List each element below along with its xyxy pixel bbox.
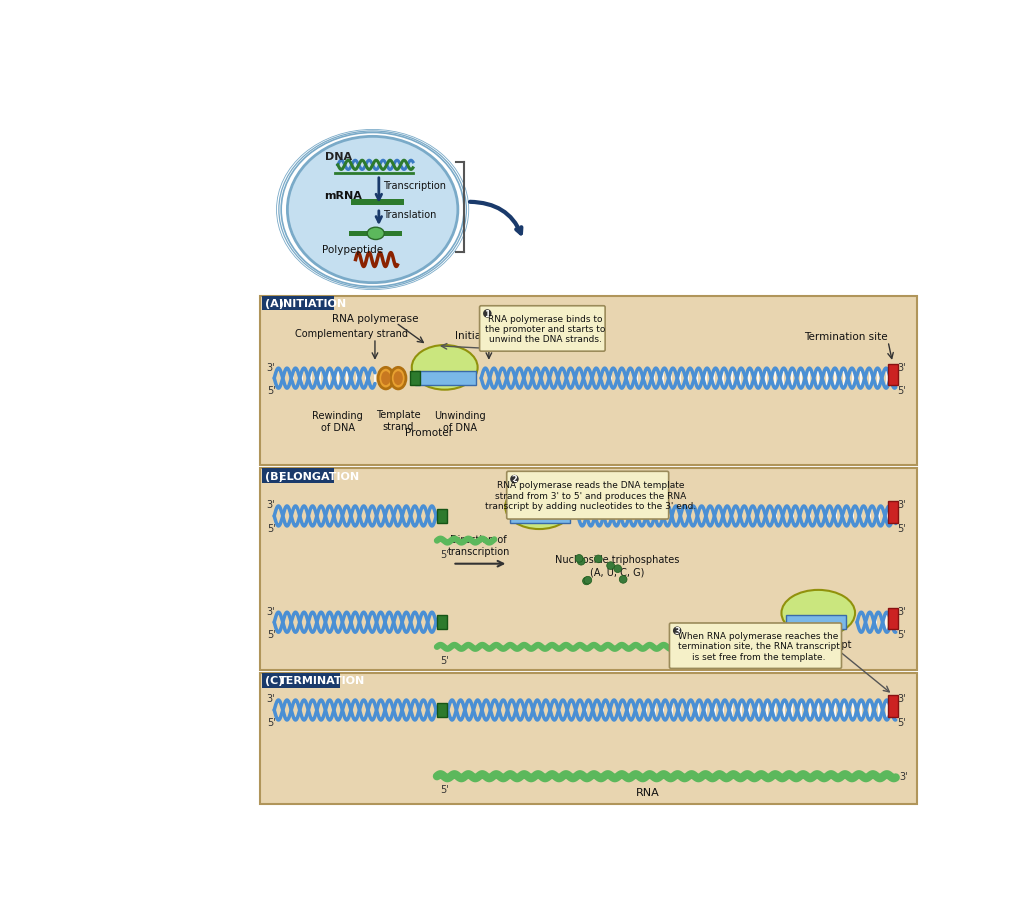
Bar <box>260 469 917 670</box>
Text: Transcription: Transcription <box>383 181 446 191</box>
Text: 3': 3' <box>562 479 571 489</box>
Text: RNA polymerase reads the DNA template
strand from 3' to 5' and produces the RNA
: RNA polymerase reads the DNA template st… <box>485 481 696 511</box>
Bar <box>260 297 917 466</box>
Circle shape <box>578 558 585 565</box>
Text: 5': 5' <box>897 385 907 395</box>
Text: Unwinding
of DNA: Unwinding of DNA <box>435 411 486 433</box>
Text: Nucleoside triphosphates
(A, U, C, G): Nucleoside triphosphates (A, U, C, G) <box>554 555 678 576</box>
Ellipse shape <box>381 372 391 386</box>
Text: mRNA: mRNA <box>325 191 363 200</box>
Ellipse shape <box>412 346 478 391</box>
Bar <box>888 502 898 523</box>
Text: Rewinding
of DNA: Rewinding of DNA <box>313 411 363 433</box>
Bar <box>888 364 898 386</box>
Ellipse shape <box>394 372 403 386</box>
Text: INITIATION: INITIATION <box>279 299 346 309</box>
Text: 5': 5' <box>897 630 907 639</box>
Bar <box>350 232 402 237</box>
Ellipse shape <box>367 228 384 240</box>
Text: RNA polymerase binds to
the promoter and starts to
unwind the DNA strands.: RNA polymerase binds to the promoter and… <box>485 314 605 344</box>
Circle shape <box>607 562 615 570</box>
Text: RNA transcript: RNA transcript <box>779 639 851 649</box>
Bar <box>260 674 917 804</box>
Circle shape <box>619 576 627 584</box>
Text: (C): (C) <box>265 675 284 686</box>
Text: Promoter: Promoter <box>405 428 453 438</box>
Text: 3': 3' <box>267 500 276 510</box>
Bar <box>437 616 447 630</box>
Circle shape <box>584 577 592 584</box>
Text: TERMINATION: TERMINATION <box>279 675 365 686</box>
Text: Direction of
transcription: Direction of transcription <box>447 535 510 556</box>
Text: 3': 3' <box>897 606 907 616</box>
Circle shape <box>483 310 491 318</box>
Text: Initiation site: Initiation site <box>454 330 523 340</box>
Text: 3': 3' <box>897 362 907 372</box>
Bar <box>437 509 447 523</box>
Bar <box>888 696 898 717</box>
Text: (B): (B) <box>265 471 284 481</box>
Text: 5': 5' <box>266 523 276 533</box>
Bar <box>415 372 476 386</box>
Text: Termination site: Termination site <box>804 332 888 342</box>
Text: 2: 2 <box>512 475 517 484</box>
Bar <box>351 199 404 206</box>
Text: 3': 3' <box>267 362 276 372</box>
Circle shape <box>576 555 583 562</box>
Circle shape <box>614 565 622 573</box>
Text: Translation: Translation <box>383 210 437 220</box>
Ellipse shape <box>781 590 855 636</box>
Bar <box>785 616 846 630</box>
Text: ELONGATION: ELONGATION <box>279 471 359 481</box>
Text: DNA: DNA <box>325 152 352 162</box>
Circle shape <box>594 555 602 563</box>
Ellipse shape <box>288 137 457 283</box>
Text: 5': 5' <box>440 655 449 665</box>
Bar <box>437 703 447 717</box>
Text: 5': 5' <box>266 630 276 639</box>
Ellipse shape <box>378 368 394 390</box>
Circle shape <box>510 475 519 483</box>
Text: (A): (A) <box>265 299 284 309</box>
Text: 3': 3' <box>897 500 907 510</box>
Bar <box>410 372 419 386</box>
Text: 1: 1 <box>484 310 490 319</box>
Text: 5': 5' <box>897 523 907 533</box>
Text: 5': 5' <box>440 550 449 560</box>
FancyBboxPatch shape <box>507 471 668 519</box>
Text: 3': 3' <box>267 694 276 704</box>
Text: 3': 3' <box>267 606 276 616</box>
Text: Complementary strand: Complementary strand <box>295 329 408 339</box>
FancyBboxPatch shape <box>669 623 842 669</box>
Circle shape <box>673 627 682 635</box>
Bar <box>262 469 334 483</box>
Text: 3: 3 <box>674 627 681 636</box>
Text: 5': 5' <box>556 474 565 484</box>
Text: Template
strand: Template strand <box>376 410 420 431</box>
Bar <box>888 608 898 630</box>
Text: When RNA polymerase reaches the
termination site, the RNA transcript
is set free: When RNA polymerase reaches the terminat… <box>677 631 840 661</box>
FancyBboxPatch shape <box>480 306 605 352</box>
Text: 5': 5' <box>266 385 276 395</box>
Text: 5': 5' <box>440 784 449 794</box>
Bar <box>262 674 339 688</box>
Text: 3': 3' <box>897 694 907 704</box>
Bar <box>510 509 571 523</box>
Text: RNA polymerase: RNA polymerase <box>332 313 418 323</box>
Ellipse shape <box>391 368 406 390</box>
Text: 5': 5' <box>897 717 907 727</box>
Text: 3': 3' <box>900 771 909 781</box>
Circle shape <box>583 577 590 585</box>
Text: RNA: RNA <box>636 788 660 797</box>
Ellipse shape <box>505 485 574 529</box>
Text: 5': 5' <box>266 717 276 727</box>
Text: Polypeptide: Polypeptide <box>322 244 383 255</box>
Bar <box>262 297 334 311</box>
